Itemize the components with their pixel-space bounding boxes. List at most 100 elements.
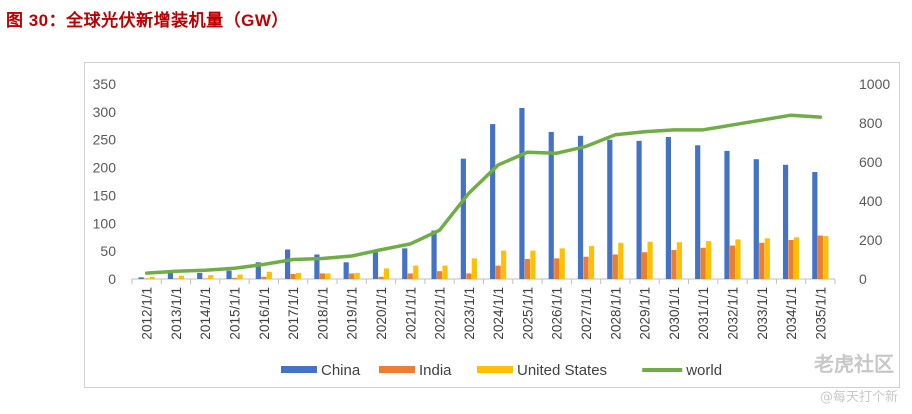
bar-india [642, 252, 648, 279]
bar-china [402, 248, 408, 279]
y-left-tick-label: 50 [100, 243, 116, 259]
bar-china [138, 277, 144, 279]
x-tick-label: 2026/1/1 [550, 287, 565, 340]
bar-united-states [647, 241, 653, 279]
x-tick-label: 2035/1/1 [813, 287, 828, 340]
bar-china [255, 262, 261, 279]
bar-india [173, 278, 179, 279]
x-tick-label: 2020/1/1 [374, 287, 389, 340]
y-right-tick-label: 800 [859, 115, 883, 131]
bar-united-states [325, 273, 331, 279]
bar-united-states [793, 237, 800, 279]
bar-india [612, 254, 618, 279]
x-tick-label: 2017/1/1 [286, 287, 301, 340]
bar-united-states [676, 242, 682, 279]
bar-china [197, 272, 203, 279]
bar-china [285, 249, 291, 279]
bar-united-states [413, 265, 419, 279]
legend-swatch-china [281, 366, 317, 373]
x-tick-label: 2012/1/1 [140, 287, 155, 340]
bar-united-states [618, 242, 624, 279]
x-tick-label: 2025/1/1 [520, 287, 535, 340]
y-right-tick-label: 0 [859, 271, 867, 287]
bar-united-states [559, 248, 565, 279]
x-tick-label: 2021/1/1 [403, 287, 418, 340]
bar-india [407, 273, 413, 279]
bar-china [782, 164, 789, 279]
watermark-handle: @每天打个新 [819, 390, 898, 405]
bar-india [554, 258, 560, 279]
bar-united-states [383, 268, 390, 279]
legend-label-world: world [685, 362, 722, 379]
x-tick-label: 2015/1/1 [228, 287, 243, 340]
bar-united-states [208, 275, 214, 279]
bar-united-states [764, 238, 770, 279]
x-tick-label: 2018/1/1 [315, 287, 330, 340]
bar-china [490, 124, 496, 279]
y-right-tick-label: 600 [859, 154, 883, 170]
bar-china [519, 107, 525, 280]
bar-china [167, 272, 174, 279]
x-tick-label: 2027/1/1 [579, 287, 594, 340]
bar-china [314, 254, 320, 279]
bar-india [144, 278, 150, 279]
bar-india [671, 250, 677, 279]
bar-united-states [501, 250, 507, 279]
bar-united-states [296, 272, 302, 279]
y-left-tick-label: 100 [93, 215, 117, 231]
bar-india [436, 271, 443, 279]
bar-china [343, 262, 349, 279]
bar-india [202, 278, 208, 279]
bar-india [788, 240, 794, 279]
line-series-world [144, 113, 823, 275]
bar-china [577, 135, 584, 279]
bar-india [290, 273, 296, 279]
x-tick-label: 2016/1/1 [257, 287, 272, 340]
bar-india [817, 235, 823, 279]
bar-india [466, 273, 472, 279]
chart-frame: 0 50 100 150 200 250 300 350 0 200 400 600 800 1000 20… [84, 62, 900, 388]
y-left-tick-label: 150 [93, 187, 117, 203]
bar-china [753, 159, 759, 279]
bar-united-states [178, 275, 185, 279]
y-left-tick-label: 200 [93, 160, 117, 176]
bar-india [759, 242, 765, 279]
watermark-logo-text: 老虎社区 [814, 352, 894, 376]
y-left-tick-label: 350 [93, 76, 117, 92]
y-right-tick-label: 1000 [859, 76, 890, 92]
chart: 0 50 100 150 200 250 300 350 0 200 400 600 800 1000 20… [93, 76, 891, 379]
bar-india [349, 273, 355, 279]
legend-label-india: India [419, 362, 452, 379]
bar-united-states [706, 241, 712, 279]
bar-china [460, 158, 466, 279]
bar-china [636, 140, 642, 279]
x-tick-label: 2034/1/1 [784, 287, 799, 340]
bar-united-states [530, 250, 536, 279]
y-left-tick-label: 0 [108, 271, 116, 287]
x-tick-label: 2014/1/1 [198, 287, 213, 340]
bar-china [372, 252, 379, 279]
bar-united-states [588, 246, 595, 279]
bar-united-states [237, 274, 243, 279]
bar-china [431, 230, 437, 279]
bar-china [548, 131, 554, 279]
bar-china [665, 136, 671, 279]
bar-china [812, 172, 818, 279]
x-tick-label: 2013/1/1 [169, 287, 184, 340]
x-tick-label: 2033/1/1 [755, 287, 770, 340]
x-tick-label: 2030/1/1 [667, 287, 682, 340]
bar-united-states [442, 265, 448, 279]
bar-india [700, 247, 706, 279]
y-left-tick-label: 250 [93, 132, 117, 148]
bar-india [729, 245, 736, 279]
x-tick-label: 2029/1/1 [638, 287, 653, 340]
bar-united-states [149, 276, 155, 279]
bar-india [378, 276, 384, 279]
legend-label-china: China [321, 362, 361, 379]
x-tick-label: 2024/1/1 [491, 287, 506, 340]
bar-china [724, 150, 730, 279]
bar-united-states [354, 272, 360, 279]
bar-united-states [471, 258, 477, 279]
bar-india [524, 258, 531, 279]
bar-india [583, 256, 589, 279]
